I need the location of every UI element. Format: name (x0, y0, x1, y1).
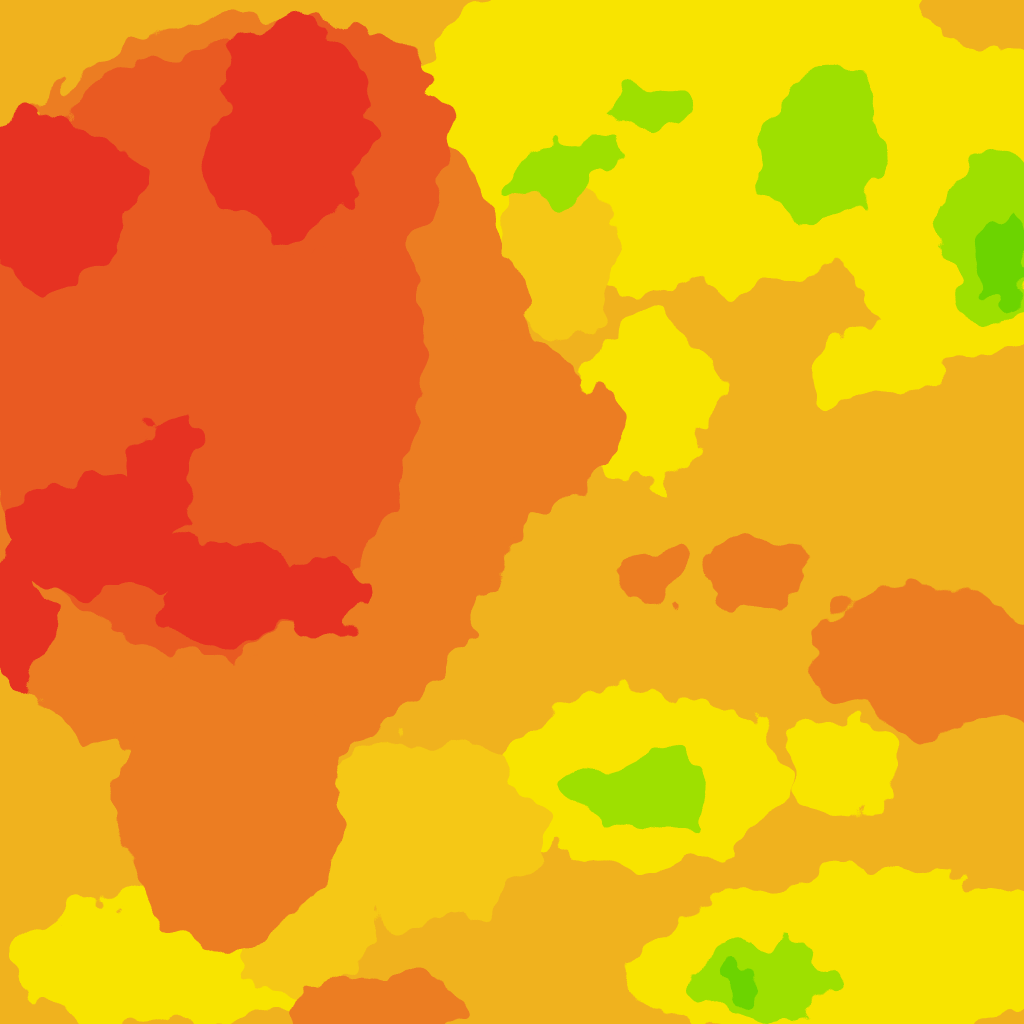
yellow-zone (780, 720, 900, 820)
red-zone (150, 540, 310, 640)
red-zone (0, 110, 140, 290)
green-zone (570, 750, 710, 830)
yellow-orange-zone (500, 180, 620, 340)
yellow-zone (590, 310, 710, 490)
red-zone (280, 560, 360, 640)
green-zone (506, 133, 614, 207)
orange-zone (120, 650, 340, 950)
green-zone (611, 82, 689, 138)
deep-green-zone (715, 970, 765, 1010)
orange-zone (811, 587, 1024, 733)
green-zone (758, 71, 882, 229)
red-zone (0, 550, 50, 690)
deep-green-zone (985, 220, 1024, 300)
yellow-zone (814, 301, 986, 399)
orange-zone (610, 555, 690, 605)
orange-zone (290, 980, 470, 1024)
orange-zone (710, 530, 810, 610)
red-zone (140, 410, 200, 530)
red-zone (210, 20, 370, 240)
